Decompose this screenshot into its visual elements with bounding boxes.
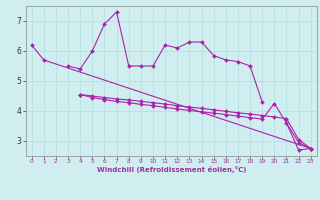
X-axis label: Windchill (Refroidissement éolien,°C): Windchill (Refroidissement éolien,°C) — [97, 166, 246, 173]
